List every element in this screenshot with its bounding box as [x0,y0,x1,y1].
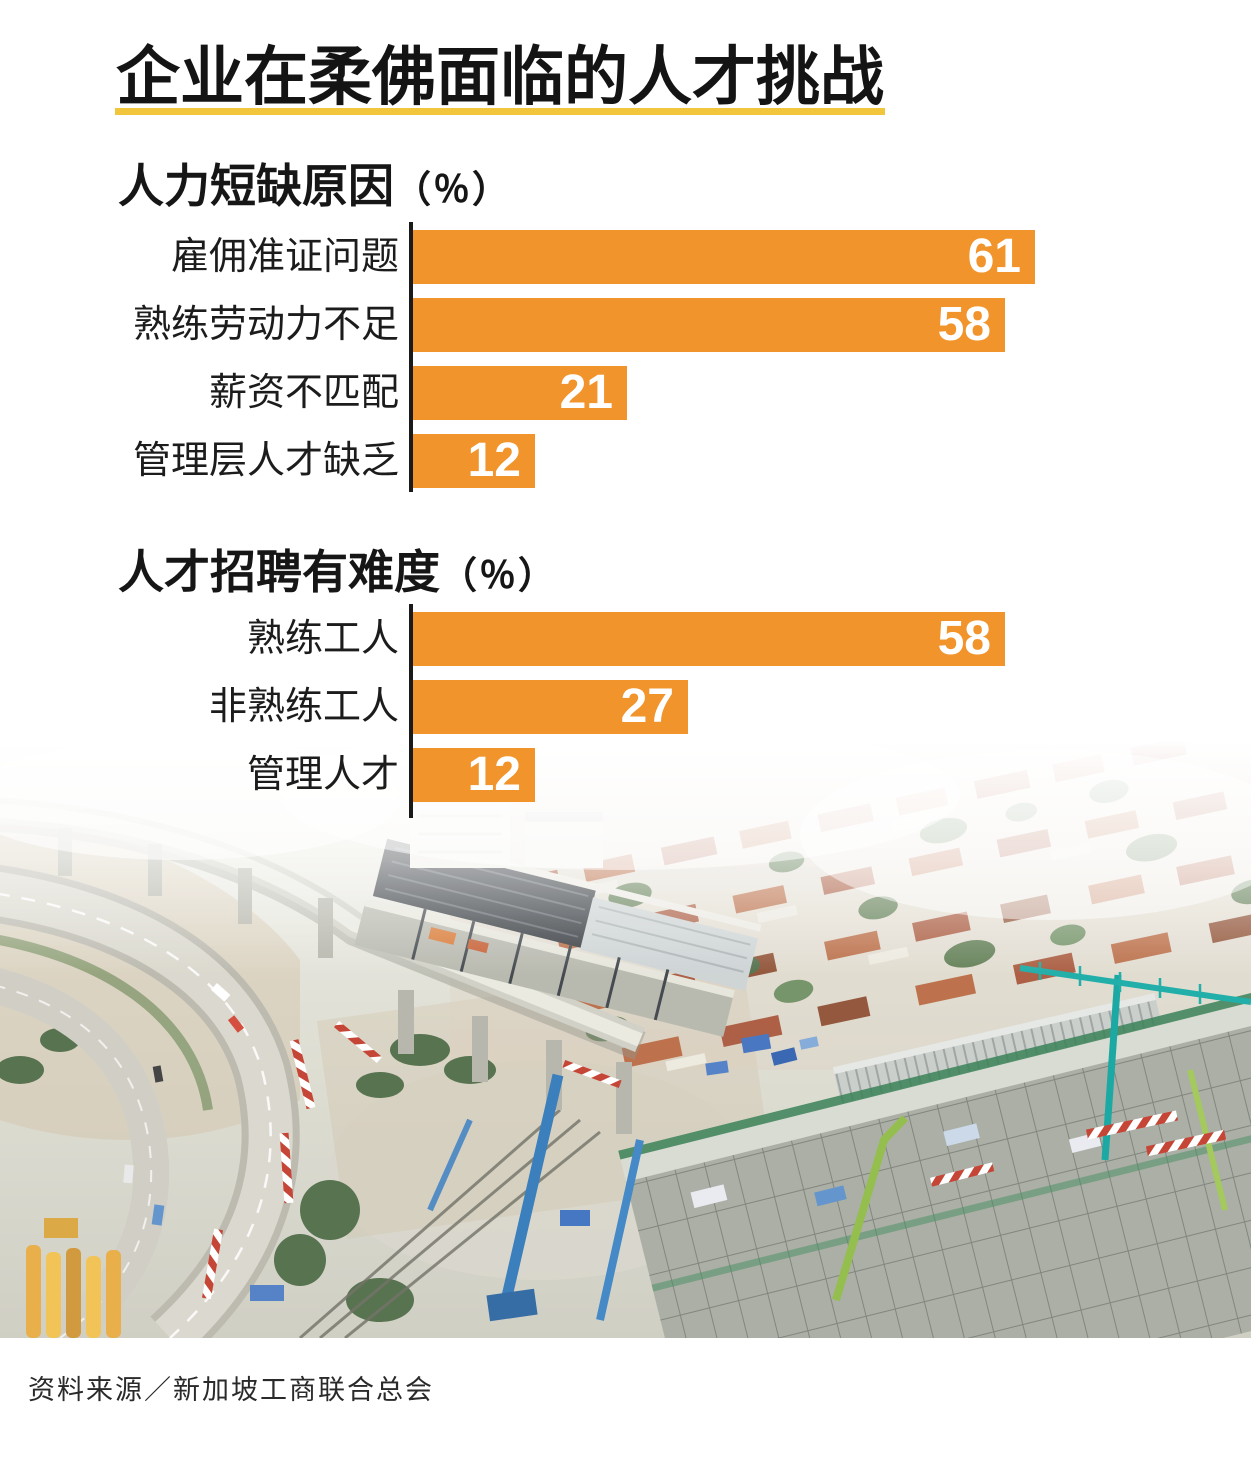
bar-label: 熟练劳动力不足 [132,304,399,346]
bar-value: 58 [937,612,991,665]
chart2-rows: 熟练工人 58 非熟练工人 27 管理人才 12 [118,612,1005,802]
bar-row: 雇佣准证问题 61 [118,230,1035,284]
chart2-axis [409,604,413,818]
source-credit: 资料来源／新加坡工商联合总会 [28,1375,434,1405]
building-under-construction [618,991,1251,1338]
bar-value: 61 [967,230,1021,283]
bar: 61 [413,230,1035,284]
chart1-rows: 雇佣准证问题 61 熟练劳动力不足 58 薪资不匹配 21 管理层人才缺乏 12 [118,230,1035,488]
bar-value: 58 [937,298,991,351]
bar-label: 管理层人才缺乏 [132,440,399,482]
pile-casings [26,1218,121,1338]
bar: 12 [413,748,535,802]
bar-row: 非熟练工人 27 [118,680,1005,734]
bar-label: 非熟练工人 [208,686,399,728]
chart2-unit: （％） [440,555,557,596]
bar-label: 熟练工人 [246,618,399,660]
bar-label: 雇佣准证问题 [170,236,399,278]
chart2-title: 人才招聘有难度（％） [118,536,557,602]
chart1-title-text: 人力短缺原因 [118,160,394,212]
bar: 21 [413,366,627,420]
bar-row: 熟练劳动力不足 58 [118,298,1035,352]
bar-row: 管理层人才缺乏 12 [118,434,1035,488]
tarps [250,1033,819,1301]
chart2-title-text: 人才招聘有难度 [118,546,440,598]
title-underline [115,108,885,115]
vehicles [123,983,245,1226]
bar-label: 管理人才 [246,754,399,796]
bar: 58 [413,612,1005,666]
bar: 58 [413,298,1005,352]
construction-photo [0,740,1251,1338]
page-title: 企业在柔佛面临的人才挑战 [116,41,884,113]
construction-photo-svg [0,740,1251,1338]
bar-value: 21 [559,366,613,419]
chart1-unit: （％） [394,169,511,210]
bar-row: 薪资不匹配 21 [118,366,1035,420]
bar-row: 熟练工人 58 [118,612,1005,666]
chart1-axis [409,222,413,492]
bar-value: 12 [467,748,521,801]
bar-row: 管理人才 12 [118,748,1005,802]
striped-barriers [201,1020,1227,1300]
bar-value: 27 [620,680,674,733]
bar: 27 [413,680,688,734]
bar-value: 12 [467,434,521,487]
bar: 12 [413,434,535,488]
chart1-title: 人力短缺原因（％） [118,150,511,216]
bar-label: 薪资不匹配 [208,372,399,414]
